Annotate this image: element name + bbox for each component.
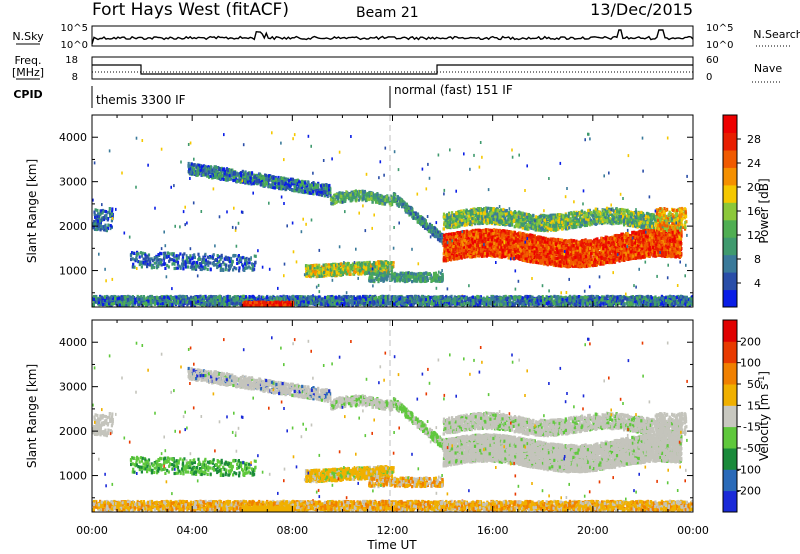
freq-line xyxy=(92,64,693,75)
cpid-segment-1: themis 3300 IF xyxy=(96,93,186,107)
nsky-strip: N.Sky 10^5 10^0 10^5 10^0 N.Search xyxy=(12,23,800,51)
freq-label-a: Freq. xyxy=(14,54,41,67)
colorbar-tick-label: -50 xyxy=(743,442,761,455)
cpid-label: CPID xyxy=(13,88,42,101)
colorbar-tick-label: 8 xyxy=(754,253,761,266)
colorbar-tick-label: -200 xyxy=(736,485,761,498)
station-title: Fort Hays West (fitACF) xyxy=(92,0,289,20)
ytick-label: 1000 xyxy=(59,265,87,278)
colorbar-tick-label: 100 xyxy=(740,357,761,370)
freq-label-b: [MHz] xyxy=(12,66,44,79)
velocity-ylabel: Slant Range [km] xyxy=(25,364,39,468)
cpid-strip: CPID themis 3300 IF normal (fast) 151 IF xyxy=(13,83,513,108)
nave-label: Nave xyxy=(754,62,782,75)
ytick-label: 3000 xyxy=(59,176,87,189)
colorbar-tick-label: 50 xyxy=(747,378,761,391)
ytick-label: 2000 xyxy=(59,220,87,233)
colorbar-tick-label: 28 xyxy=(747,133,761,146)
power-panel: 1000 2000 3000 4000 Slant Range [km] xyxy=(25,114,694,308)
nsky-label: N.Sky xyxy=(12,30,44,43)
colorbar-tick-label: -100 xyxy=(736,463,761,476)
xtick-label: 00:00 xyxy=(76,524,108,537)
velocity-colorbar: -200 -100 -50 -15 15 50 100 200 Velocity [m s-1… xyxy=(722,319,772,513)
nave-top-tick: 60 xyxy=(706,55,719,66)
beam-title: Beam 21 xyxy=(356,5,419,21)
nsearch-bottom-tick: 10^0 xyxy=(706,40,733,51)
ytick-label: 4000 xyxy=(59,131,87,144)
ytick-label: 2000 xyxy=(59,425,87,438)
colorbar-tick-label: 20 xyxy=(747,181,761,194)
colorbar-tick-label: 24 xyxy=(747,157,761,170)
nsky-top-tick: 10^5 xyxy=(61,23,88,34)
colorbar-tick-label: 4 xyxy=(754,277,761,290)
xtick-label: 04:00 xyxy=(176,524,208,537)
velocity-panel: 1000 2000 3000 4000 00:00 04:00 08:00 12:00 16:… xyxy=(25,319,709,552)
velocity-colorbar-label: Velocity [m s-1] xyxy=(757,371,772,461)
power-colorbar-label: Power [dB] xyxy=(757,178,771,243)
nave-bottom-tick: 0 xyxy=(706,72,712,83)
colorbar-tick-label: 12 xyxy=(747,229,761,242)
ytick-label: 1000 xyxy=(59,470,87,483)
colorbar-tick-label: 200 xyxy=(740,335,761,348)
ytick-label: 4000 xyxy=(59,336,87,349)
power-ylabel: Slant Range [km] xyxy=(25,159,39,263)
freq-strip: Freq. [MHz] 18 8 60 0 Nave xyxy=(12,54,782,83)
cpid-segment-2: normal (fast) 151 IF xyxy=(394,83,513,97)
date-title: 13/Dec/2015 xyxy=(590,0,693,19)
nsearch-top-tick: 10^5 xyxy=(706,23,733,34)
xtick-label: 00:00 xyxy=(677,524,709,537)
noise-series xyxy=(91,29,694,45)
xtick-label: 20:00 xyxy=(577,524,609,537)
colorbar-tick-label: -15 xyxy=(743,421,761,434)
freq-top-tick: 18 xyxy=(65,55,78,66)
colorbar-tick-label: 16 xyxy=(747,205,761,218)
freq-bottom-tick: 8 xyxy=(72,72,78,83)
velocity-xlabel: Time UT xyxy=(366,538,417,552)
power-colorbar: 4 8 12 16 20 24 28 Power [dB] xyxy=(722,114,771,308)
xtick-label: 16:00 xyxy=(477,524,509,537)
xtick-label: 08:00 xyxy=(276,524,308,537)
ytick-label: 3000 xyxy=(59,381,87,394)
nsky-bottom-tick: 10^0 xyxy=(61,40,88,51)
xtick-label: 12:00 xyxy=(377,524,409,537)
colorbar-tick-label: 15 xyxy=(747,399,761,412)
nsearch-label: N.Search xyxy=(753,28,800,41)
